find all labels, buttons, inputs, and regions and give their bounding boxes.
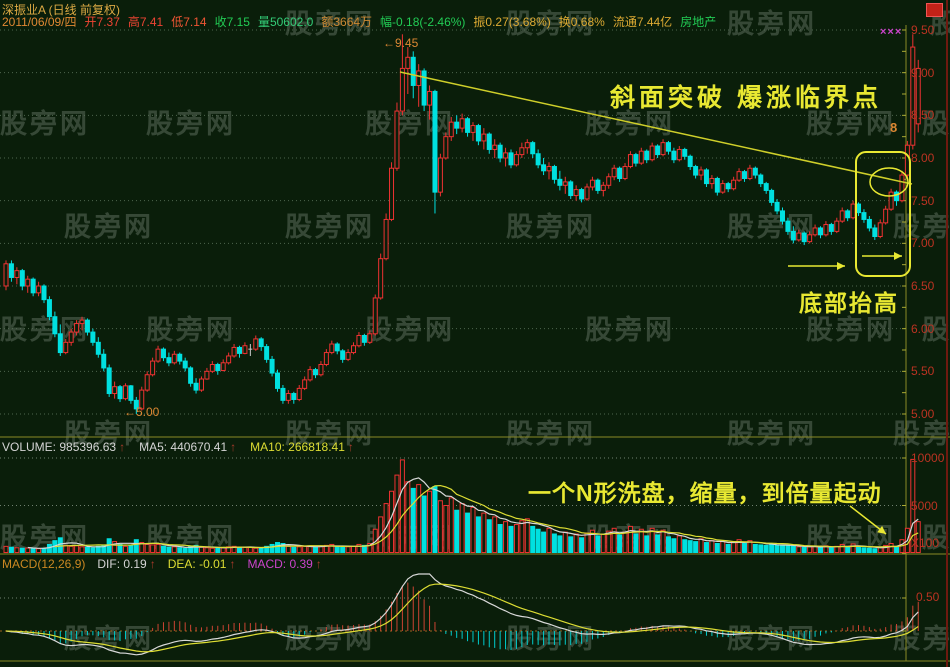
up-arrow-icon: ↑ — [229, 557, 236, 571]
volume-axis-label: 5000 — [911, 498, 938, 513]
quote-field: 开7.37 — [84, 15, 120, 29]
quote-field: 低7.14 — [171, 15, 207, 29]
volume-ma10-line — [54, 484, 919, 549]
volume-indicator: MA10: 266818.41 ↑ — [250, 440, 354, 454]
volume-indicator-value: VOLUME: 985396.63 — [2, 440, 117, 454]
price-axis-label: 5.00 — [911, 406, 935, 421]
price-axis-label: 7.00 — [911, 236, 935, 251]
macd-indicator-value: MACD: 0.39 — [247, 557, 313, 571]
quote-field: 房地产 — [680, 15, 717, 29]
up-arrow-icon: ↑ — [230, 440, 237, 454]
volume-bars — [3, 458, 921, 554]
price-axis-label: 8.50 — [911, 108, 935, 123]
macd-gridlines — [0, 597, 906, 632]
close-icon[interactable] — [926, 3, 943, 17]
volume-ma5-line — [27, 477, 919, 549]
right-price-axis — [902, 25, 907, 661]
volume-indicator-value: MA10: 266818.41 — [250, 440, 345, 454]
price-axis-label: 6.50 — [911, 278, 935, 293]
quote-field: 额3664万 — [321, 15, 373, 29]
price-axis-label: 6.00 — [911, 321, 935, 336]
macd-dea-line — [5, 583, 919, 653]
annotation-bottom-rise-text: 底部抬高 — [799, 290, 899, 316]
macd-histogram — [10, 582, 919, 650]
macd-indicator: DEA: -0.01 ↑ — [168, 557, 236, 571]
quote-bar: 2011/06/09/四 开7.37 高7.41 低7.14 收7.15 量50602.0… — [2, 13, 716, 30]
macd-indicator: MACD: 0.39 ↑ — [247, 557, 321, 571]
peak-price-label: ←9.45 — [383, 36, 419, 50]
up-arrow-icon: ↑ — [347, 440, 354, 454]
up-arrow-icon: ↑ — [149, 557, 156, 571]
price-axis-label: 9.00 — [911, 65, 935, 80]
highlight-box — [855, 151, 911, 277]
macd-indicator-value: DEA: -0.01 — [167, 557, 227, 571]
current-price-marker: 8 — [890, 120, 898, 135]
macd-indicator: MACD(12,26,9) — [2, 557, 85, 571]
price-axis-label: 8.00 — [911, 150, 935, 165]
annotation-arrow-2 — [849, 505, 887, 535]
price-axis-label: 9.50 — [911, 23, 935, 37]
macd-header: MACD(12,26,9) DIF: 0.19 ↑ DEA: -0.01 ↑ MACD: … — [2, 557, 322, 571]
volume-indicator: MA5: 440670.41 ↑ — [139, 440, 236, 454]
macd-dif-line — [5, 573, 919, 656]
macd-grid-label: 0.50 — [916, 590, 940, 604]
volume-unit-label: X100 — [911, 536, 940, 550]
annotation-arrow-1 — [862, 252, 902, 260]
annotation-breakout-text: 斜面突破 爆涨临界点 — [610, 84, 882, 112]
macd-indicator-value: MACD(12,26,9) — [2, 557, 86, 571]
xxx-marks: ××× — [880, 26, 903, 38]
price-axis-label: 5.50 — [911, 364, 935, 379]
volume-indicator-value: MA5: 440670.41 — [139, 440, 228, 454]
volume-axis-label: 10000 — [911, 451, 945, 465]
quote-field: 量50602.0 — [257, 15, 314, 29]
quote-field: 高7.41 — [127, 15, 164, 29]
macd-indicator: DIF: 0.19 ↑ — [97, 557, 155, 571]
pane-separators — [0, 436, 950, 662]
right-border-line — [946, 0, 948, 667]
annotation-volume-text: 一个N形洗盘，缩量，到倍量起动 — [528, 480, 882, 506]
low-price-label: ←5.00 — [124, 405, 160, 419]
price-gridlines — [0, 29, 906, 415]
stock-title: 深振业A (日线 前复权) — [2, 3, 121, 17]
macd-indicator-value: DIF: 0.19 — [97, 557, 147, 571]
candlestick-series — [3, 34, 921, 414]
up-arrow-icon: ↑ — [119, 440, 126, 454]
quote-field: 振0.27(3.68%) — [473, 15, 551, 29]
highlight-ellipse — [869, 167, 909, 197]
up-arrow-icon: ↑ — [315, 557, 322, 571]
quote-field: 流通7.44亿 — [612, 15, 673, 29]
annotation-arrow-0 — [788, 262, 845, 270]
quote-field: 幅-0.18(-2.46%) — [380, 15, 466, 29]
volume-indicator: VOLUME: 985396.63 ↑ — [2, 440, 125, 454]
volume-header: VOLUME: 985396.63 ↑ MA5: 440670.41 ↑ MA10: 2… — [2, 440, 354, 454]
quote-field: 收7.15 — [214, 15, 250, 29]
quote-field: 换0.68% — [558, 15, 605, 29]
trendline — [399, 71, 913, 185]
price-axis-label: 7.50 — [911, 193, 935, 208]
quote-field: 2011/06/09/四 — [2, 15, 77, 29]
